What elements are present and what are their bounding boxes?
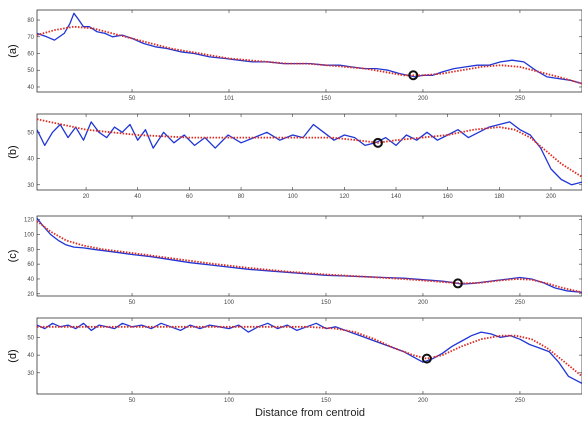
x-axis-label: Distance from centroid: [255, 407, 365, 419]
x-tick-label: 60: [186, 194, 193, 200]
raw-profile-series: [37, 322, 582, 384]
minimum-marker: [408, 70, 419, 81]
x-tick-label: 100: [224, 398, 235, 404]
x-tick-label: 140: [391, 194, 402, 200]
x-tick-label: 200: [418, 96, 429, 102]
x-tick-label: 120: [339, 194, 350, 200]
y-tick-label: 70: [27, 35, 34, 41]
x-tick-label: 100: [224, 300, 235, 306]
y-tick-label: 40: [27, 353, 34, 359]
fitted-curve-series: [37, 220, 582, 294]
panel-3: 50 100 150 200 250 20 40 60 80 100 120 (c): [7, 215, 582, 306]
plot-area: [36, 9, 582, 93]
panel-label: (b): [7, 145, 19, 158]
x-tick-label: 80: [238, 194, 245, 200]
raw-profile-series: [37, 217, 582, 293]
x-tick-label: 40: [134, 194, 141, 200]
x-tick-label: 200: [418, 300, 429, 306]
y-tick-label: 50: [27, 335, 34, 341]
minimum-marker: [421, 353, 432, 364]
y-tick-label: 30: [27, 183, 34, 189]
panel-label: (c): [7, 250, 19, 263]
x-tick-label: 150: [321, 96, 332, 102]
y-tick-label: 60: [27, 262, 34, 268]
panel-1: 50 101 150 200 250 40 50 60 70 80 (a): [7, 9, 582, 102]
plot-area: [36, 215, 582, 297]
fitted-curve-series: [37, 118, 582, 178]
y-tick-label: 40: [27, 277, 34, 283]
x-tick-label: 250: [515, 96, 526, 102]
fitted-curve-series: [37, 25, 582, 85]
x-tick-label: 250: [515, 300, 526, 306]
minimum-marker: [452, 278, 463, 289]
x-tick-label: 160: [443, 194, 454, 200]
panel-2: 20 40 60 80 100 120 140 160 180 200 30 40 50 (b): [7, 113, 582, 200]
panel-label: (a): [7, 44, 19, 57]
x-tick-label: 150: [321, 300, 332, 306]
y-tick-label: 40: [27, 157, 34, 163]
minimum-marker: [372, 137, 383, 148]
x-tick-label: 101: [224, 96, 235, 102]
y-tick-label: 80: [27, 247, 34, 253]
y-tick-label: 60: [27, 52, 34, 58]
y-tick-label: 50: [27, 130, 34, 136]
x-tick-label: 150: [321, 398, 332, 404]
y-tick-label: 100: [24, 233, 35, 239]
x-tick-label: 20: [83, 194, 90, 200]
fitted-curve-series: [37, 325, 582, 377]
y-tick-label: 50: [27, 68, 34, 74]
panel-label: (d): [7, 349, 19, 362]
x-tick-label: 100: [288, 194, 299, 200]
x-tick-label: 250: [515, 398, 526, 404]
y-tick-label: 20: [27, 292, 34, 298]
x-tick-label: 200: [546, 194, 557, 200]
y-tick-label: 40: [27, 85, 34, 91]
y-tick-label: 80: [27, 18, 34, 24]
panel-4: 50 100 150 200 250 30 40 50 (d): [7, 317, 582, 404]
y-tick-label: 120: [24, 218, 35, 224]
x-tick-label: 50: [129, 300, 136, 306]
x-tick-label: 50: [129, 96, 136, 102]
plot-area: [36, 113, 582, 191]
x-tick-label: 180: [494, 194, 505, 200]
plot-area: [36, 317, 582, 395]
y-tick-label: 30: [27, 371, 34, 377]
x-tick-label: 50: [129, 398, 136, 404]
x-tick-label: 200: [418, 398, 429, 404]
